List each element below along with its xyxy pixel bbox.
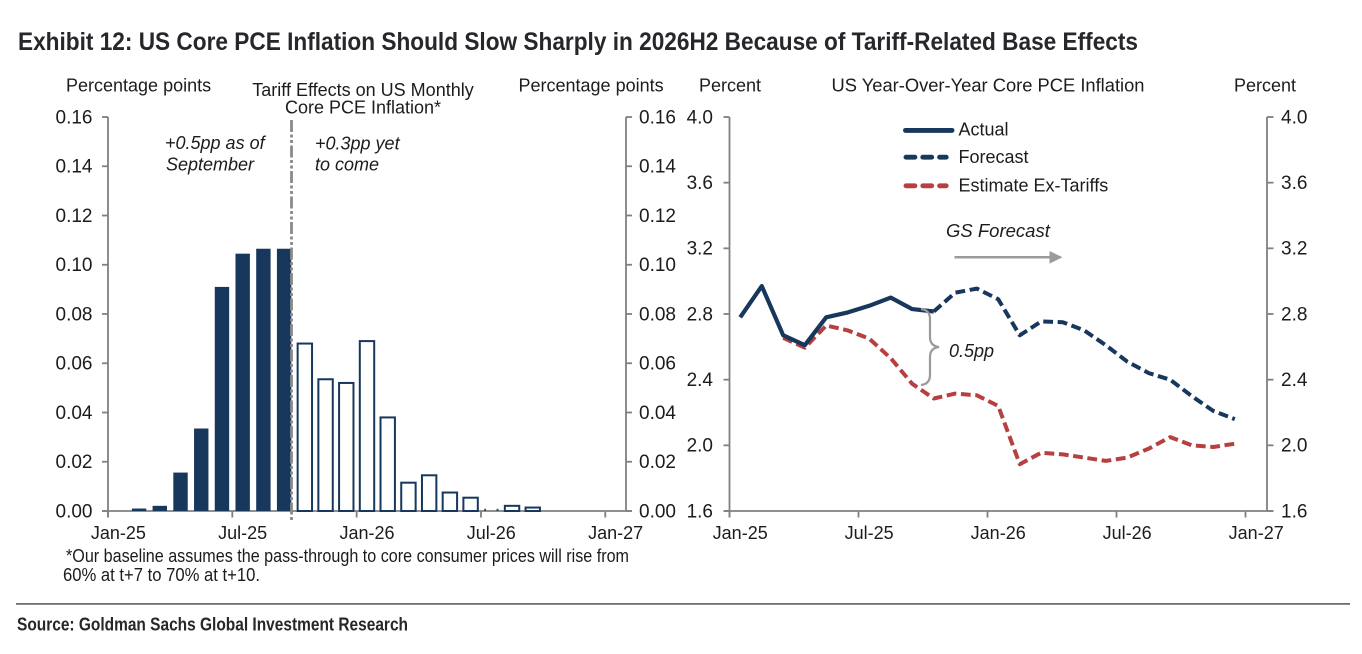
- svg-text:3.2: 3.2: [687, 239, 713, 260]
- svg-text:0.14: 0.14: [56, 157, 93, 178]
- svg-text:to come: to come: [315, 155, 379, 175]
- svg-text:3.6: 3.6: [687, 173, 713, 194]
- svg-text:US Year-Over-Year Core PCE Inf: US Year-Over-Year Core PCE Inflation: [832, 76, 1145, 96]
- svg-text:0.00: 0.00: [56, 501, 93, 522]
- svg-text:Jan-25: Jan-25: [91, 523, 146, 543]
- svg-text:0.14: 0.14: [639, 157, 676, 178]
- svg-text:4.0: 4.0: [687, 107, 713, 128]
- svg-text:Jan-27: Jan-27: [588, 523, 643, 543]
- svg-text:2.0: 2.0: [1281, 436, 1307, 457]
- svg-text:2.8: 2.8: [687, 304, 713, 325]
- svg-text:60% at t+7 to 70% at t+10.: 60% at t+7 to 70% at t+10.: [63, 565, 260, 585]
- svg-text:Jan-26: Jan-26: [339, 523, 394, 543]
- svg-text:0.16: 0.16: [56, 107, 93, 128]
- svg-text:Percent: Percent: [1234, 76, 1296, 96]
- svg-text:0.02: 0.02: [639, 452, 676, 473]
- svg-text:4.0: 4.0: [1281, 107, 1307, 128]
- svg-text:0.08: 0.08: [639, 304, 676, 325]
- svg-text:Estimate Ex-Tariffs: Estimate Ex-Tariffs: [959, 176, 1109, 196]
- svg-text:Source: Goldman Sachs Global I: Source: Goldman Sachs Global Investment …: [17, 615, 408, 635]
- svg-text:Jul-26: Jul-26: [1103, 523, 1152, 543]
- svg-text:Core PCE Inflation*: Core PCE Inflation*: [285, 98, 441, 118]
- svg-text:1.6: 1.6: [687, 501, 713, 522]
- svg-text:Forecast: Forecast: [959, 147, 1029, 167]
- svg-text:Jan-25: Jan-25: [713, 523, 768, 543]
- svg-text:Exhibit 12: US Core PCE Inflat: Exhibit 12: US Core PCE Inflation Should…: [18, 28, 1138, 56]
- svg-text:2.8: 2.8: [1281, 304, 1307, 325]
- svg-text:0.12: 0.12: [639, 206, 676, 227]
- svg-text:0.08: 0.08: [56, 304, 93, 325]
- svg-text:0.00: 0.00: [639, 501, 676, 522]
- svg-text:September: September: [166, 155, 255, 175]
- svg-text:Jan-27: Jan-27: [1229, 523, 1284, 543]
- svg-text:*Our baseline assumes the pass: *Our baseline assumes the pass-through t…: [66, 546, 629, 566]
- svg-text:3.2: 3.2: [1281, 239, 1307, 260]
- svg-text:Jul-26: Jul-26: [467, 523, 516, 543]
- svg-text:0.06: 0.06: [639, 354, 676, 375]
- svg-text:Percent: Percent: [699, 76, 761, 96]
- svg-text:+0.3pp yet: +0.3pp yet: [315, 134, 401, 154]
- svg-text:0.16: 0.16: [639, 107, 676, 128]
- svg-text:2.4: 2.4: [1281, 370, 1308, 391]
- svg-text:0.12: 0.12: [56, 206, 93, 227]
- svg-text:Jul-25: Jul-25: [845, 523, 894, 543]
- svg-text:Tariff Effects on US Monthly: Tariff Effects on US Monthly: [252, 80, 473, 100]
- svg-text:0.04: 0.04: [56, 403, 93, 424]
- svg-text:3.6: 3.6: [1281, 173, 1307, 194]
- svg-text:Percentage points: Percentage points: [66, 76, 211, 96]
- svg-text:0.04: 0.04: [639, 403, 676, 424]
- svg-text:0.02: 0.02: [56, 452, 93, 473]
- svg-text:0.06: 0.06: [56, 354, 93, 375]
- svg-text:Jan-26: Jan-26: [971, 523, 1026, 543]
- svg-text:2.4: 2.4: [687, 370, 714, 391]
- svg-text:Actual: Actual: [959, 120, 1009, 140]
- svg-text:2.0: 2.0: [687, 436, 713, 457]
- svg-text:+0.5pp as of: +0.5pp as of: [165, 133, 267, 153]
- svg-text:1.6: 1.6: [1281, 501, 1307, 522]
- svg-text:0.10: 0.10: [56, 255, 93, 276]
- svg-text:Jul-25: Jul-25: [218, 523, 267, 543]
- svg-text:0.10: 0.10: [639, 255, 676, 276]
- svg-text:0.5pp: 0.5pp: [949, 341, 994, 361]
- svg-text:Percentage points: Percentage points: [519, 76, 664, 96]
- svg-text:GS Forecast: GS Forecast: [946, 220, 1051, 241]
